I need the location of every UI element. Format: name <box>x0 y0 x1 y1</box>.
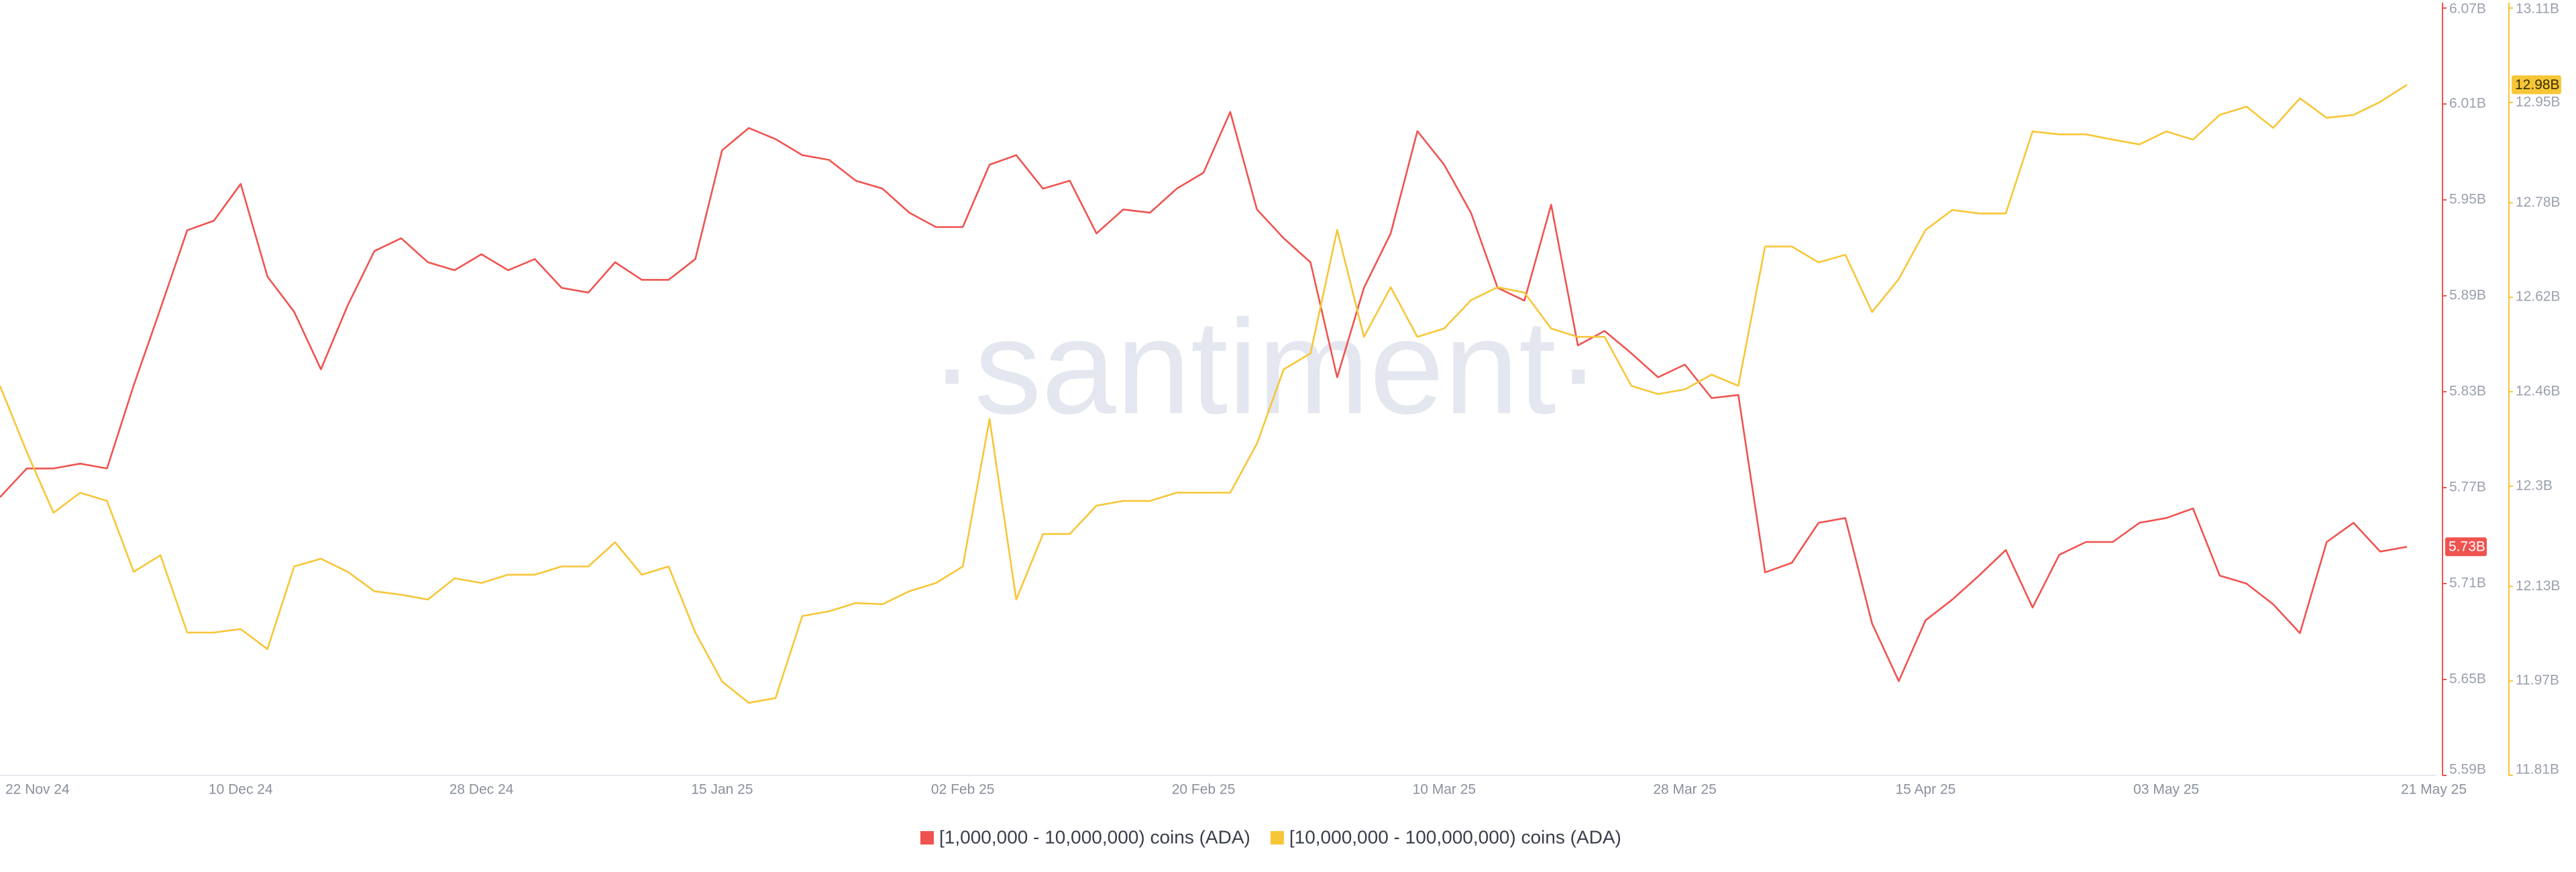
x-tick-label: 10 Dec 24 <box>209 782 273 798</box>
y2-tick-label: 12.95B <box>2516 94 2561 109</box>
y2-tick-label: 11.81B <box>2516 762 2559 777</box>
series-line <box>0 84 2408 704</box>
y-tick-label: 5.95B <box>2449 192 2486 207</box>
y-tick-label: 5.77B <box>2449 480 2486 495</box>
x-tick-label: 20 Feb 25 <box>1172 782 1236 798</box>
x-tick-label: 21 May 25 <box>2401 782 2467 798</box>
value-label: 12.98B <box>2515 77 2560 93</box>
legend-swatch <box>920 831 934 844</box>
value-label: 5.73B <box>2449 539 2485 555</box>
x-tick-label: 10 Mar 25 <box>1413 782 1477 798</box>
y-tick-label: 5.59B <box>2449 762 2486 777</box>
series-line <box>0 111 2408 682</box>
x-tick-label: 28 Dec 24 <box>449 782 514 798</box>
y-tick-label: 5.89B <box>2449 288 2486 303</box>
legend-label: [10,000,000 - 100,000,000) coins (ADA) <box>1289 826 1621 847</box>
x-tick-label: 15 Jan 25 <box>691 782 753 798</box>
x-tick-label: 22 Nov 24 <box>5 782 70 798</box>
y-tick-label: 6.07B <box>2449 1 2486 17</box>
y2-tick-label: 12.3B <box>2516 478 2553 493</box>
y-tick-label: 6.01B <box>2449 96 2486 111</box>
x-tick-label: 03 May 25 <box>2133 782 2199 798</box>
legend-label: [1,000,000 - 10,000,000) coins (ADA) <box>939 826 1250 847</box>
legend: [1,000,000 - 10,000,000) coins (ADA) [10,… <box>920 826 1621 847</box>
y2-tick-label: 13.11B <box>2516 1 2559 17</box>
legend-swatch <box>1270 831 1284 844</box>
value-badge <box>2445 537 2487 557</box>
value-badge <box>2512 75 2561 95</box>
y2-tick-label: 12.13B <box>2516 578 2561 594</box>
x-tick-label: 15 Apr 25 <box>1895 782 1955 798</box>
y2-tick-label: 12.78B <box>2516 195 2561 210</box>
y2-tick-label: 12.62B <box>2516 289 2561 305</box>
x-tick-label: 28 Mar 25 <box>1653 782 1717 798</box>
y-tick-label: 5.83B <box>2449 384 2486 399</box>
y-tick-label: 5.71B <box>2449 576 2486 591</box>
watermark: ·santiment· <box>930 292 1601 442</box>
x-tick-label: 02 Feb 25 <box>931 782 995 798</box>
y2-tick-label: 12.46B <box>2516 384 2561 399</box>
y2-tick-label: 11.97B <box>2516 673 2559 688</box>
y-tick-label: 5.65B <box>2449 671 2486 687</box>
